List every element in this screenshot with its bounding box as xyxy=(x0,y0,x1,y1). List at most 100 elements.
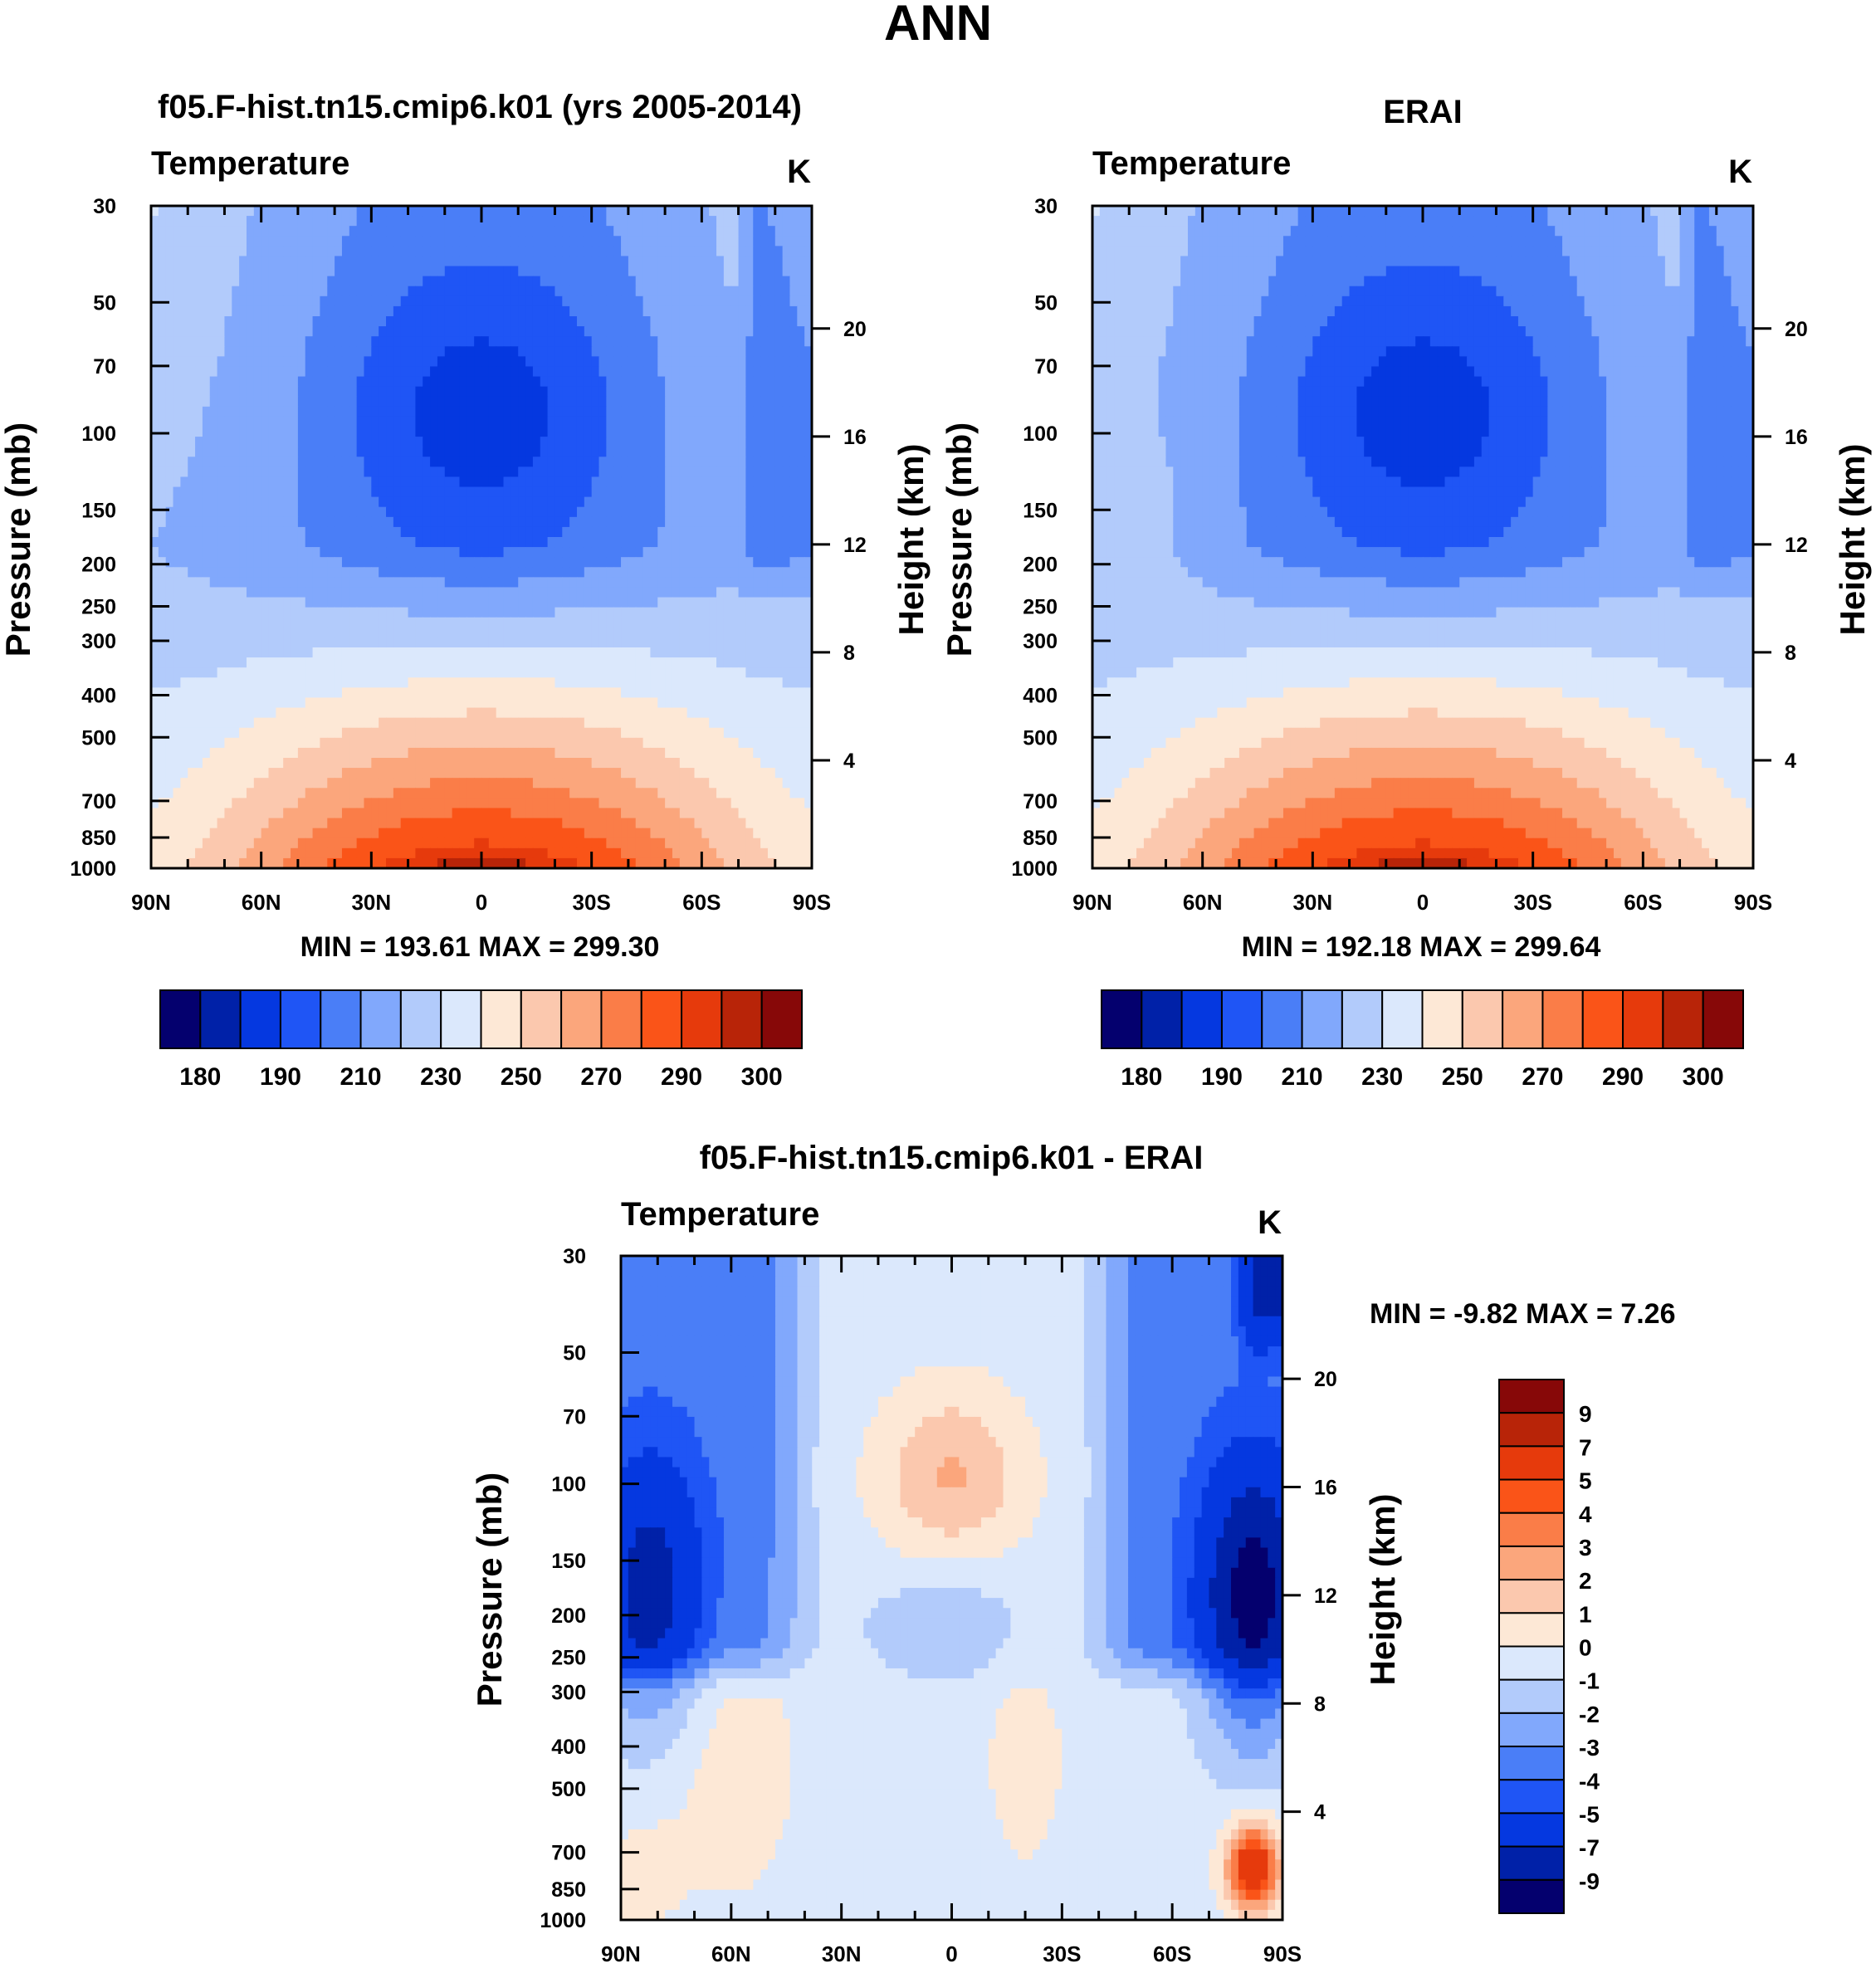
field-cell xyxy=(635,537,644,548)
field-cell xyxy=(386,617,394,628)
field-cell xyxy=(760,607,769,618)
field-cell xyxy=(327,336,335,347)
field-cell xyxy=(481,236,490,247)
field-cell xyxy=(525,747,534,759)
field-cell xyxy=(709,437,717,447)
field-cell xyxy=(335,476,343,488)
field-cell xyxy=(576,416,585,427)
field-cell xyxy=(276,226,284,237)
field-cell xyxy=(224,416,232,427)
field-cell xyxy=(804,597,813,608)
field-cell xyxy=(481,526,490,538)
field-cell xyxy=(291,416,299,427)
field-cell xyxy=(606,657,614,668)
field-cell xyxy=(151,707,159,719)
field-cell xyxy=(782,516,791,528)
field-cell xyxy=(518,496,526,508)
field-cell xyxy=(584,437,593,447)
field-cell xyxy=(672,516,681,528)
field-cell xyxy=(312,276,321,287)
field-cell xyxy=(224,216,232,227)
field-cell xyxy=(745,437,754,447)
field-cell xyxy=(503,496,511,508)
field-cell xyxy=(312,547,321,558)
field-cell xyxy=(379,427,387,437)
field-cell xyxy=(745,276,754,287)
field-cell xyxy=(158,226,167,237)
field-cell xyxy=(532,506,541,518)
field-cell xyxy=(209,457,218,467)
field-cell xyxy=(312,667,321,678)
field-cell xyxy=(188,727,196,739)
field-cell xyxy=(312,437,321,447)
field-cell xyxy=(591,717,600,729)
field-cell xyxy=(701,246,710,257)
field-cell xyxy=(224,295,232,307)
field-cell xyxy=(723,466,732,478)
field-cell xyxy=(496,266,505,277)
field-cell xyxy=(621,747,629,759)
field-cell xyxy=(430,476,438,488)
contour-plot xyxy=(149,204,813,870)
field-cell xyxy=(312,587,321,598)
field-cell xyxy=(452,406,461,418)
field-cell xyxy=(562,506,570,518)
field-cell xyxy=(217,496,226,508)
field-cell xyxy=(253,547,262,558)
field-cell xyxy=(540,667,549,678)
field-cell xyxy=(518,557,526,568)
field-cell xyxy=(291,506,299,518)
field-cell xyxy=(723,286,732,297)
field-cell xyxy=(789,316,798,327)
field-cell xyxy=(694,295,702,307)
field-cell xyxy=(621,496,629,508)
field-cell xyxy=(195,406,203,418)
field-cell xyxy=(393,717,402,729)
field-cell xyxy=(276,547,284,558)
field-cell xyxy=(297,346,306,357)
field-cell xyxy=(261,516,270,528)
field-cell xyxy=(444,266,453,277)
field-cell xyxy=(569,376,578,388)
field-cell xyxy=(444,295,453,307)
field-cell xyxy=(650,437,658,447)
field-cell xyxy=(628,396,637,408)
field-cell xyxy=(261,506,270,518)
field-cell xyxy=(657,246,666,257)
field-cell xyxy=(562,516,570,528)
field-cell xyxy=(562,246,570,257)
field-cell xyxy=(606,506,614,518)
field-cell xyxy=(356,717,365,729)
field-cell xyxy=(386,305,394,317)
field-cell xyxy=(665,516,673,528)
field-cell xyxy=(532,346,541,357)
field-cell xyxy=(467,657,475,668)
field-cell xyxy=(584,547,593,558)
field-cell xyxy=(444,356,453,368)
field-cell xyxy=(621,276,629,287)
field-cell xyxy=(209,236,218,247)
field-cell xyxy=(554,437,563,447)
field-cell xyxy=(745,657,754,668)
field-cell xyxy=(408,226,416,237)
field-cell xyxy=(753,457,761,467)
field-cell xyxy=(760,376,769,388)
field-cell xyxy=(423,246,431,257)
field-cell xyxy=(188,677,196,688)
field-cell xyxy=(511,366,519,378)
field-cell xyxy=(569,316,578,327)
field-cell xyxy=(723,256,732,267)
field-cell xyxy=(268,386,276,398)
field-cell xyxy=(753,286,761,297)
field-cell xyxy=(606,707,614,719)
field-cell xyxy=(261,657,270,668)
field-cell xyxy=(151,276,159,287)
field-cell xyxy=(760,727,769,739)
field-cell xyxy=(540,687,549,699)
field-cell xyxy=(789,557,798,568)
field-cell xyxy=(408,216,416,227)
field-cell xyxy=(400,516,409,528)
field-cell xyxy=(371,356,379,368)
field-cell xyxy=(305,637,314,648)
field-cell xyxy=(562,256,570,267)
